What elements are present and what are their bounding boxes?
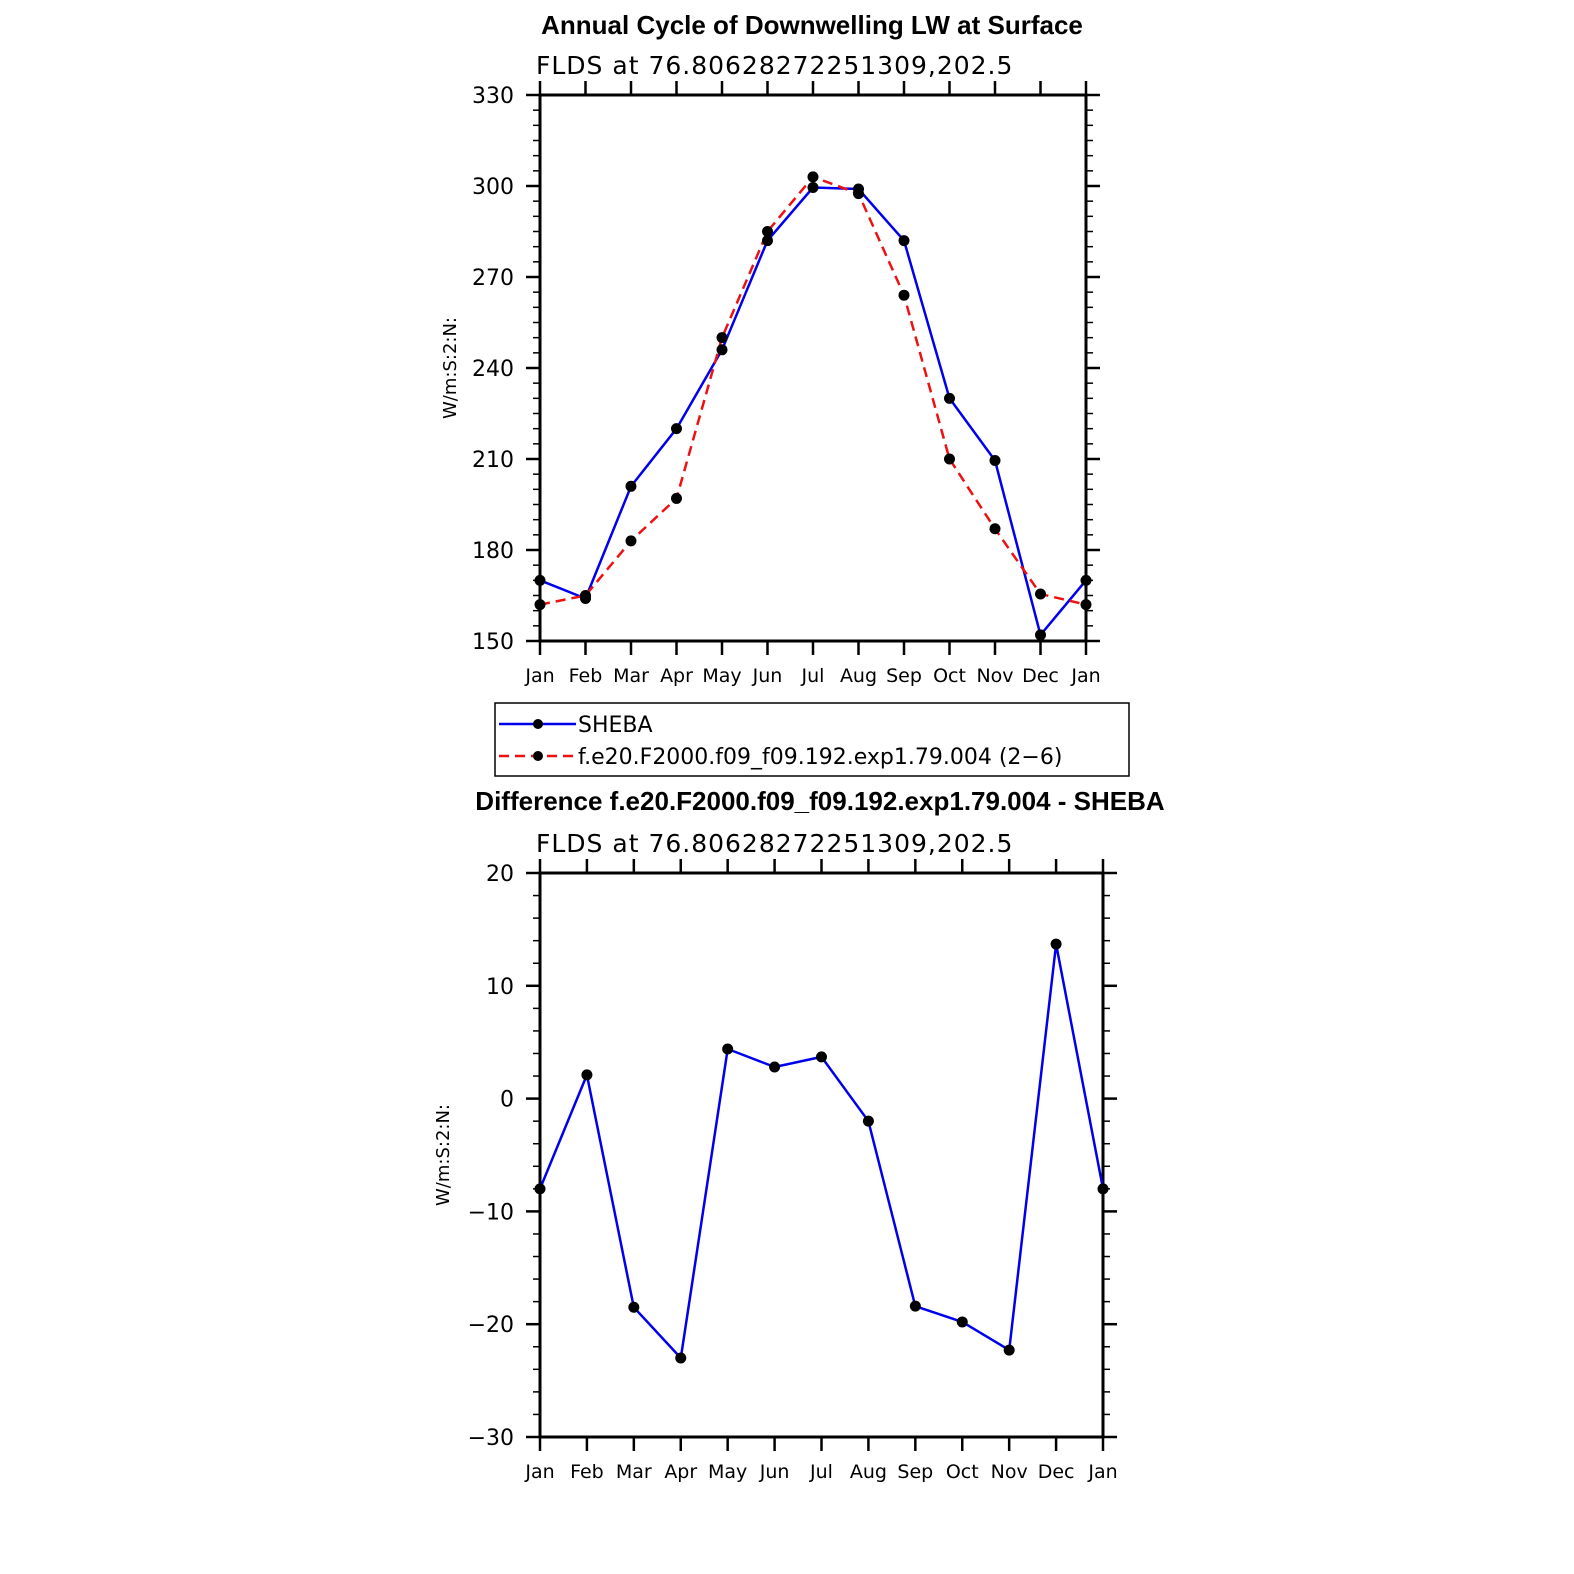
x-tick-label: Jun — [759, 1461, 790, 1483]
x-tick-label: Nov — [976, 665, 1013, 687]
y-tick-label: −10 — [468, 1200, 514, 1225]
y-axis-label: W/m:S:2:N: — [433, 1104, 454, 1206]
data-point — [944, 453, 955, 465]
data-point — [807, 171, 819, 183]
y-tick-label: 240 — [472, 357, 514, 382]
axes: −30 −20 −10 0 10 20 Jan Feb Mar Apr May Jun Jul Aug Se… — [468, 859, 1118, 1483]
data-point — [1035, 588, 1046, 600]
x-tick-label: Feb — [569, 665, 603, 687]
data-point — [534, 599, 546, 611]
x-tick-label: Jul — [801, 665, 825, 687]
data-point — [1050, 938, 1062, 950]
x-tick-label: Oct — [933, 665, 966, 687]
y-tick-label: 0 — [500, 1088, 514, 1113]
series-line-1 — [539, 175, 1087, 606]
series-line-0 — [538, 942, 1105, 1360]
data-point — [628, 1301, 640, 1313]
y-tick-label: 300 — [472, 175, 514, 200]
data-point — [625, 480, 637, 492]
x-tick-label: Jun — [752, 665, 783, 687]
chart-subtitle: FLDS at 76.80628272251309,202.5 — [536, 829, 1013, 858]
y-axis-label: W/m:S:2:N: — [440, 317, 461, 419]
x-tick-label: Apr — [664, 1461, 697, 1483]
data-point — [853, 188, 864, 200]
data-point — [769, 1061, 781, 1073]
data-point — [580, 590, 591, 601]
x-tick-label: Dec — [1022, 665, 1059, 687]
y-tick-label: −20 — [468, 1313, 514, 1338]
x-tick-label: Mar — [616, 1461, 652, 1483]
x-tick-label: Jan — [1070, 665, 1100, 687]
data-point — [581, 1069, 593, 1081]
data-point — [534, 574, 546, 586]
data-point — [807, 182, 819, 194]
x-tick-label: Apr — [660, 665, 693, 687]
x-tick-label: Jan — [1087, 1461, 1117, 1483]
y-tick-label: 20 — [486, 862, 514, 887]
data-point — [1097, 1183, 1109, 1195]
axes: 150 180 210 240 270 300 330 Jan Feb Mar Apr May Jun J… — [472, 81, 1101, 687]
data-point — [716, 344, 728, 356]
data-point — [944, 392, 955, 404]
x-tick-label: Aug — [850, 1461, 887, 1483]
data-point — [762, 226, 773, 237]
x-tick-label: Dec — [1038, 1461, 1075, 1483]
series-marks — [534, 171, 1092, 641]
data-point — [956, 1316, 968, 1328]
chart-title: Annual Cycle of Downwelling LW at Surfac… — [541, 10, 1083, 40]
x-tick-label: Feb — [570, 1461, 604, 1483]
series-line-0 — [539, 186, 1087, 637]
x-tick-label: May — [708, 1461, 747, 1483]
data-point — [989, 455, 1001, 467]
data-point — [909, 1300, 921, 1312]
data-point — [625, 535, 637, 547]
data-point — [898, 235, 910, 247]
series-marks — [534, 938, 1109, 1364]
x-tick-label: Sep — [897, 1461, 933, 1483]
legend-label-sheba: SHEBA — [578, 713, 653, 738]
legend-marker-model — [533, 751, 543, 761]
x-tick-label: May — [702, 665, 741, 687]
data-point — [671, 423, 682, 435]
chart-title: Difference f.e20.F2000.f09_f09.192.exp1.… — [475, 786, 1165, 816]
plot-frame — [538, 871, 1105, 1439]
y-tick-label: −30 — [468, 1426, 514, 1451]
legend-box — [494, 702, 1130, 777]
data-point — [1080, 574, 1092, 586]
data-point — [722, 1043, 734, 1055]
annual-cycle-chart: Annual Cycle of Downwelling LW at Surfac… — [440, 10, 1101, 687]
data-point — [816, 1051, 827, 1063]
data-point — [1003, 1344, 1015, 1356]
data-point — [989, 523, 1001, 535]
y-tick-label: 210 — [472, 448, 514, 473]
data-point — [534, 1183, 546, 1195]
x-tick-label: Mar — [613, 665, 649, 687]
data-point — [675, 1352, 687, 1364]
x-tick-label: Jan — [524, 1461, 554, 1483]
x-tick-label: Jul — [809, 1461, 833, 1483]
y-tick-label: 180 — [472, 539, 514, 564]
data-point — [1080, 599, 1092, 611]
data-point — [898, 289, 910, 301]
data-point — [1035, 629, 1046, 641]
y-tick-label: 270 — [472, 266, 514, 291]
difference-chart: Difference f.e20.F2000.f09_f09.192.exp1.… — [433, 786, 1165, 1483]
x-tick-label: Oct — [946, 1461, 979, 1483]
data-point — [671, 492, 682, 504]
chart-subtitle: FLDS at 76.80628272251309,202.5 — [536, 51, 1013, 80]
x-tick-label: Sep — [886, 665, 922, 687]
data-point — [762, 235, 773, 247]
y-tick-label: 150 — [472, 630, 514, 655]
x-tick-label: Jan — [524, 665, 554, 687]
legend-marker-sheba — [533, 719, 543, 729]
x-tick-label: Aug — [840, 665, 877, 687]
y-tick-label: 10 — [486, 975, 514, 1000]
legend: SHEBA f.e20.F2000.f09_f09.192.exp1.79.00… — [494, 702, 1130, 777]
data-point — [862, 1115, 874, 1127]
legend-label-model: f.e20.F2000.f09_f09.192.exp1.79.004 (2−6… — [578, 745, 1062, 770]
data-point — [716, 332, 728, 344]
y-tick-label: 330 — [472, 84, 514, 109]
x-tick-label: Nov — [991, 1461, 1028, 1483]
